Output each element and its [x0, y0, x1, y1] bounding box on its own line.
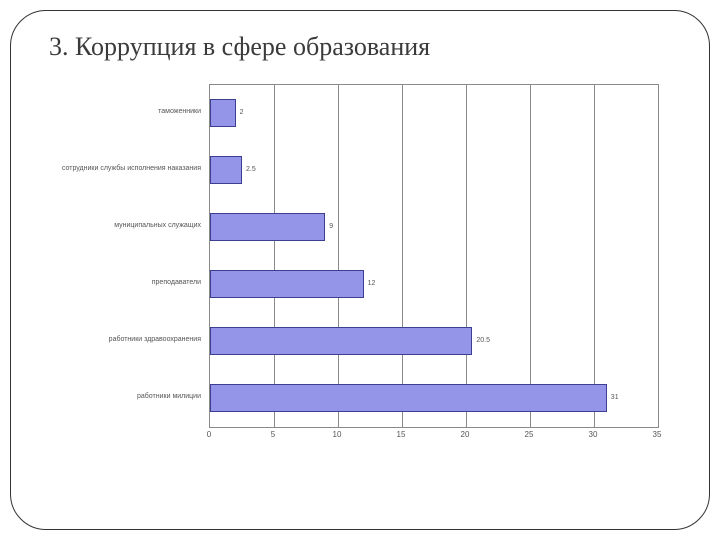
x-tick-label: 10 [333, 430, 342, 439]
y-category-label: работники милиции [39, 393, 201, 400]
bar-value-label: 9 [329, 223, 333, 230]
y-category-label: преподаватели [39, 279, 201, 286]
bar-value-label: 20.5 [476, 337, 490, 344]
x-tick-label: 0 [207, 430, 211, 439]
plot-area: 2 2.5 9 12 20.5 31 [209, 84, 659, 428]
x-tick-label: 20 [461, 430, 470, 439]
bar-value-label: 2.5 [246, 166, 256, 173]
x-tick-label: 30 [589, 430, 598, 439]
bar-value-label: 12 [368, 280, 376, 287]
grid-line [594, 85, 595, 427]
chart-container: 2 2.5 9 12 20.5 31 0 5 10 15 20 25 30 35 таможенники с… [39, 78, 681, 512]
grid-line [338, 85, 339, 427]
x-tick-label: 15 [397, 430, 406, 439]
bar-value-label: 2 [240, 109, 244, 116]
bar-value-label: 31 [611, 394, 619, 401]
y-category-label: сотрудники службы исполнения наказания [39, 165, 201, 172]
bar [210, 384, 607, 412]
y-category-label: таможенники [39, 108, 201, 115]
bar [210, 99, 236, 127]
bar [210, 327, 472, 355]
grid-line [658, 85, 659, 427]
grid-line [402, 85, 403, 427]
y-category-label: муниципальных служащих [39, 222, 201, 229]
bar [210, 213, 325, 241]
bar [210, 156, 242, 184]
grid-line [530, 85, 531, 427]
grid-line [466, 85, 467, 427]
x-tick-label: 5 [271, 430, 275, 439]
x-tick-label: 25 [525, 430, 534, 439]
grid-line [274, 85, 275, 427]
slide-title: 3. Коррупция в сфере образования [49, 31, 681, 64]
x-tick-label: 35 [653, 430, 662, 439]
y-category-label: работники здравоохранения [39, 336, 201, 343]
bar [210, 270, 364, 298]
slide-frame: 3. Коррупция в сфере образования 2 2.5 9 12… [10, 10, 710, 530]
